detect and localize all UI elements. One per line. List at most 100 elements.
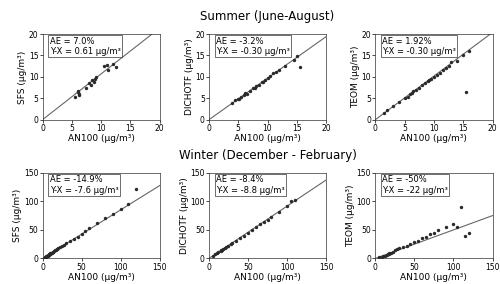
Point: [264, 76, 272, 80]
Point: [412, 87, 420, 92]
Point: [283, 204, 291, 208]
Point: [275, 68, 283, 73]
Point: [228, 101, 236, 106]
Point: [109, 212, 117, 216]
Point: [408, 91, 416, 95]
Point: [250, 85, 258, 90]
Point: [74, 88, 82, 93]
Point: [86, 81, 94, 85]
Point: [259, 79, 267, 84]
Point: [45, 252, 53, 257]
Point: [227, 242, 235, 247]
Point: [74, 235, 82, 239]
Point: [380, 253, 388, 258]
Point: [393, 247, 401, 252]
Point: [43, 254, 51, 258]
Point: [101, 216, 109, 221]
Point: [232, 239, 240, 244]
Point: [56, 245, 64, 249]
X-axis label: AN100 (μg/m³): AN100 (μg/m³): [234, 134, 301, 143]
Point: [421, 81, 429, 85]
Point: [281, 64, 289, 68]
Point: [384, 252, 392, 257]
Point: [448, 60, 456, 64]
Point: [454, 58, 462, 63]
Point: [256, 222, 264, 226]
X-axis label: AN100 (μg/m³): AN100 (μg/m³): [68, 273, 134, 282]
Point: [418, 236, 426, 241]
Point: [410, 88, 418, 93]
Point: [224, 244, 232, 248]
Point: [442, 225, 450, 229]
Point: [58, 244, 66, 248]
Point: [236, 97, 244, 101]
Point: [220, 246, 228, 250]
Point: [236, 236, 244, 241]
Point: [386, 251, 394, 256]
Point: [258, 80, 266, 84]
Point: [43, 253, 51, 258]
Point: [132, 187, 140, 191]
Point: [410, 240, 418, 245]
Point: [290, 57, 298, 62]
Text: AE = 7.0%
Y-X = 0.61 μg/m³: AE = 7.0% Y-X = 0.61 μg/m³: [50, 37, 120, 56]
Point: [391, 248, 399, 253]
Text: Winter (December - February): Winter (December - February): [178, 149, 356, 162]
Text: AE = -3.2%
Y-X = -0.30 μg/m³: AE = -3.2% Y-X = -0.30 μg/m³: [216, 37, 290, 56]
Point: [260, 220, 268, 225]
Point: [462, 90, 470, 94]
Point: [402, 244, 410, 248]
Point: [459, 53, 467, 58]
Point: [100, 64, 108, 68]
Point: [46, 252, 54, 256]
Point: [48, 250, 56, 255]
Point: [214, 250, 222, 254]
Point: [395, 99, 403, 104]
Point: [240, 93, 248, 97]
Point: [74, 90, 82, 94]
Point: [41, 255, 49, 260]
Point: [387, 250, 395, 255]
Text: AE = -14.9%
Y-X = -7.6 μg/m³: AE = -14.9% Y-X = -7.6 μg/m³: [50, 176, 118, 195]
Point: [389, 104, 397, 108]
Point: [430, 75, 438, 79]
Point: [88, 78, 96, 83]
Point: [45, 253, 53, 257]
Point: [293, 54, 301, 59]
Point: [47, 251, 55, 256]
Point: [232, 98, 239, 103]
Y-axis label: TEOM (μg/m³): TEOM (μg/m³): [346, 184, 356, 247]
Y-axis label: TEOM (μg/m³): TEOM (μg/m³): [351, 46, 360, 108]
Point: [86, 83, 94, 88]
Point: [287, 199, 295, 204]
Point: [66, 239, 74, 244]
Point: [264, 217, 272, 222]
Point: [406, 92, 414, 96]
Point: [398, 245, 406, 249]
Point: [60, 243, 68, 247]
Point: [252, 225, 260, 229]
Point: [222, 245, 230, 249]
Point: [241, 91, 249, 95]
Point: [50, 249, 58, 254]
Point: [76, 92, 84, 96]
Point: [104, 68, 112, 73]
Point: [430, 231, 438, 235]
Point: [383, 253, 391, 257]
Point: [109, 62, 117, 66]
Point: [416, 85, 424, 90]
Point: [395, 246, 403, 250]
Point: [291, 198, 299, 202]
Point: [52, 248, 60, 252]
Text: AE = -50%
Y-X = -22 μg/m³: AE = -50% Y-X = -22 μg/m³: [382, 176, 448, 195]
Point: [54, 246, 62, 250]
Point: [237, 95, 245, 99]
Point: [42, 254, 50, 258]
Point: [42, 255, 50, 260]
Point: [388, 249, 396, 254]
Point: [458, 205, 466, 209]
Point: [86, 226, 94, 230]
Point: [465, 231, 473, 235]
Y-axis label: SFS (μg/m³): SFS (μg/m³): [18, 50, 28, 104]
Point: [434, 227, 442, 232]
